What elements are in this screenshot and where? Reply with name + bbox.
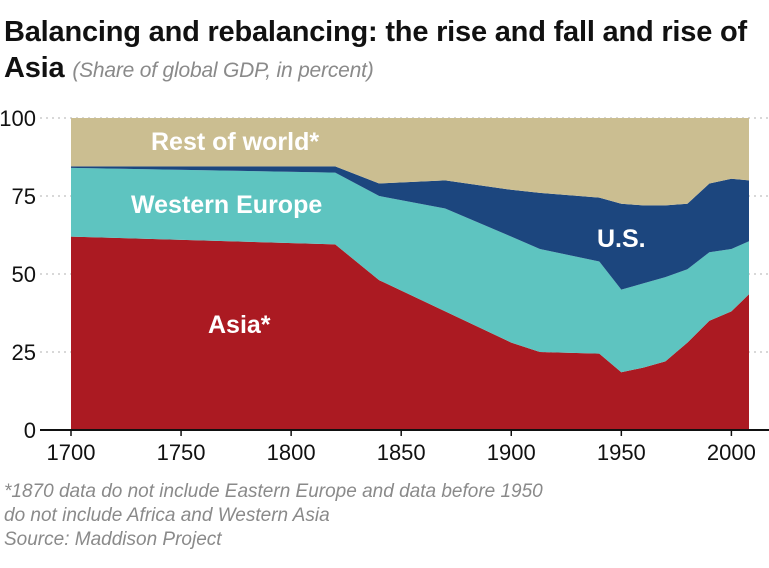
chart-title: Balancing and rebalancing: the rise and … — [4, 14, 764, 89]
label-rest-of-world: Rest of world* — [151, 128, 319, 156]
footnotes: *1870 data do not include Eastern Europe… — [4, 480, 764, 552]
y-axis: 0 25 50 75 100 — [0, 106, 36, 443]
series-labels: Rest of world* Western Europe U.S. Asia* — [131, 128, 646, 339]
label-us: U.S. — [597, 225, 646, 253]
source-note: Source: Maddison Project — [4, 529, 222, 550]
label-asia: Asia* — [208, 311, 271, 339]
area-asia — [71, 236, 749, 430]
footnote-line-2: do not include Africa and Western Asia — [4, 505, 330, 526]
area-u-s — [71, 166, 749, 290]
x-tick-1800: 1800 — [267, 440, 316, 465]
y-tick-25: 25 — [12, 340, 36, 365]
x-tick-1700: 1700 — [47, 440, 96, 465]
y-tick-75: 75 — [12, 184, 36, 209]
area-chart: 1700 1750 1800 1850 1900 1950 2000 0255075100 … — [0, 106, 769, 465]
y-tick-100: 100 — [0, 106, 36, 131]
x-axis: 1700 1750 1800 1850 1900 1950 2000 — [40, 429, 769, 465]
chart-title-text: Balancing and rebalancing: the rise and … — [4, 16, 747, 84]
x-tick-1750: 1750 — [157, 440, 206, 465]
footnote-line-1: *1870 data do not include Eastern Europe… — [4, 481, 543, 502]
x-tick-1950: 1950 — [597, 440, 646, 465]
x-tick-1900: 1900 — [487, 440, 536, 465]
chart-subtitle: (Share of global GDP, in percent) — [72, 59, 374, 82]
x-tick-1850: 1850 — [377, 440, 426, 465]
y-tick-50: 50 — [12, 262, 36, 287]
areas — [71, 118, 749, 430]
area-rest-of-world — [71, 118, 749, 206]
x-tick-2000: 2000 — [707, 440, 756, 465]
area-western-europe — [71, 167, 749, 373]
y-tick-0: 0 — [24, 418, 36, 443]
label-western-europe: Western Europe — [131, 191, 322, 219]
